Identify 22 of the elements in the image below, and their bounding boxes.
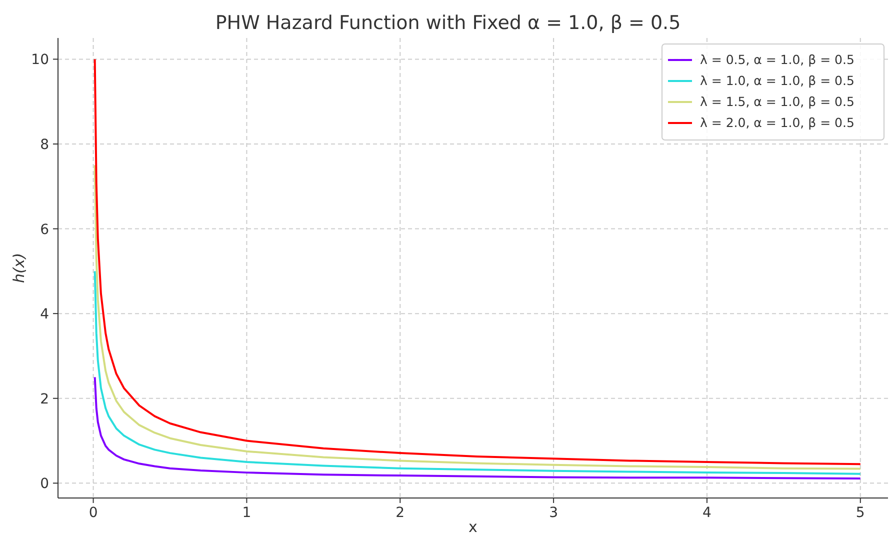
y-tick-label: 0 [40,476,49,492]
line-series [94,164,862,470]
x-tick-label: 2 [396,505,405,521]
y-tick-label: 10 [31,52,49,68]
x-tick-label: 5 [856,505,865,521]
legend-label: λ = 2.0, α = 1.0, β = 0.5 [700,115,854,130]
y-axis-title: h(x) [10,252,28,284]
y-tick-label: 6 [40,222,50,238]
x-tick-label: 3 [549,505,558,521]
legend-label: λ = 1.5, α = 1.0, β = 0.5 [700,94,854,109]
y-tick-label: 4 [40,306,50,323]
x-tick-label: 0 [88,505,98,521]
y-tick-label: 2 [40,391,49,408]
x-axis-title: x [468,518,478,536]
chart-title: PHW Hazard Function with Fixed α = 1.0, β = 0.5 [215,12,681,34]
line-series [94,270,862,475]
x-tick-label: 4 [702,505,712,521]
x-tick-label: 1 [242,505,252,521]
line-series [94,376,862,480]
legend-label: λ = 1.0, α = 1.0, β = 0.5 [700,73,854,88]
legend-label: λ = 0.5, α = 1.0, β = 0.5 [700,52,854,67]
y-tick-label: 8 [40,136,49,153]
